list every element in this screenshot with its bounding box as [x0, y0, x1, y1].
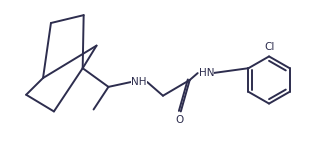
- Text: HN: HN: [199, 68, 214, 78]
- Text: NH: NH: [131, 77, 147, 87]
- Text: O: O: [176, 115, 184, 125]
- Text: Cl: Cl: [265, 42, 275, 52]
